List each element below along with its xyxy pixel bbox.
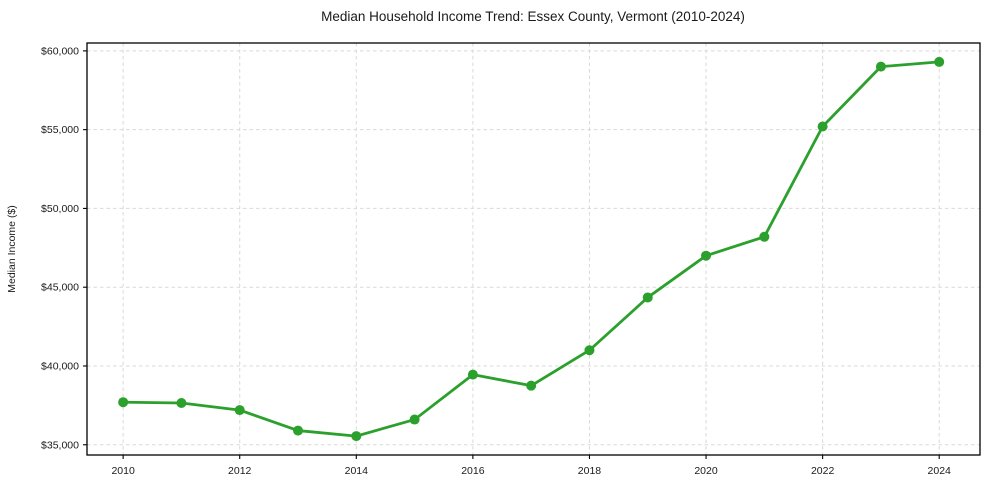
x-tick-label: 2010 <box>111 465 135 477</box>
plot-border <box>86 42 981 456</box>
data-point <box>176 398 187 409</box>
x-tick-label: 2014 <box>345 465 369 477</box>
data-point <box>642 292 653 303</box>
data-point <box>934 56 945 67</box>
data-point <box>293 425 304 436</box>
y-tick-label: $35,000 <box>41 439 79 451</box>
data-point <box>584 345 595 356</box>
data-point <box>759 231 770 242</box>
y-tick-label: $45,000 <box>41 282 79 294</box>
x-tick-label: 2018 <box>578 465 602 477</box>
data-point <box>351 431 362 442</box>
data-point <box>234 405 245 416</box>
data-point <box>467 369 478 380</box>
chart-title: Median Household Income Trend: Essex Cou… <box>321 9 745 24</box>
x-tick-label: 2022 <box>811 465 835 477</box>
x-tick-label: 2024 <box>928 465 952 477</box>
y-tick-label: $60,000 <box>41 45 79 57</box>
x-tick-label: 2012 <box>228 465 252 477</box>
data-point <box>701 250 712 261</box>
data-point <box>118 397 129 408</box>
data-point <box>875 61 886 72</box>
x-tick-label: 2020 <box>694 465 718 477</box>
data-point <box>817 121 828 132</box>
y-axis-label: Median Income ($) <box>6 205 18 293</box>
plot-area: $35,000 $40,000 $45,000 $50,000 $55,000 $60,0… <box>41 42 981 477</box>
x-tick-label: 2016 <box>461 465 485 477</box>
data-point <box>526 380 537 391</box>
data-point <box>409 414 420 425</box>
y-tick-label: $55,000 <box>41 124 79 136</box>
y-tick-label: $40,000 <box>41 360 79 372</box>
trend-line <box>121 60 941 438</box>
y-tick-label: $50,000 <box>41 203 79 215</box>
